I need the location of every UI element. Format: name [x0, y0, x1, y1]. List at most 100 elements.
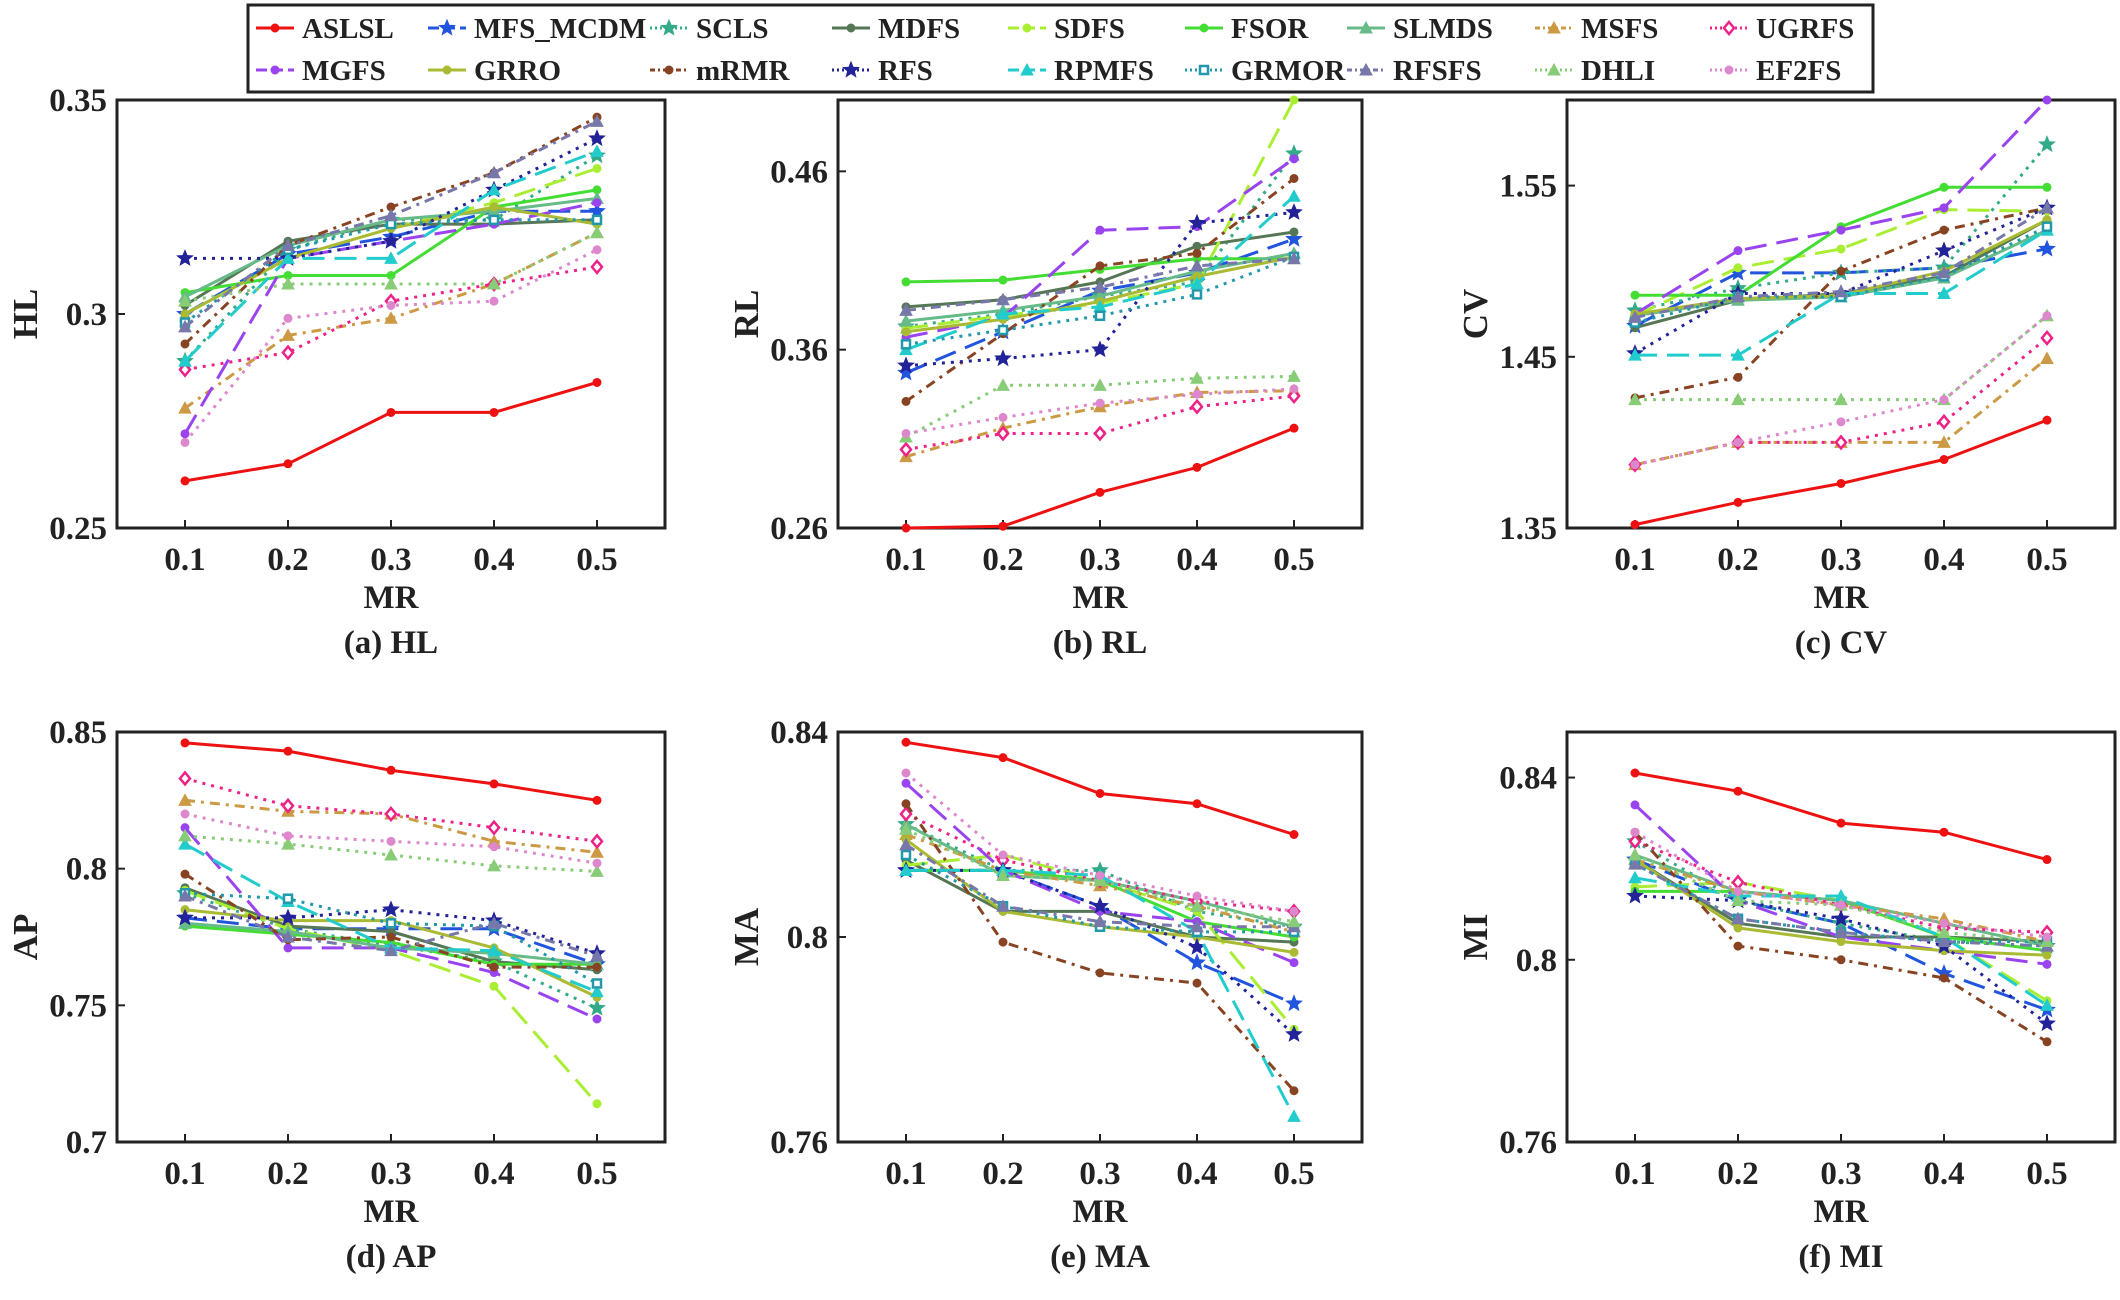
data-point [385, 218, 397, 230]
x-tick-label: 0.5 [1273, 542, 1314, 578]
data-point [1190, 899, 1204, 912]
data-point [489, 202, 499, 212]
data-point [180, 339, 190, 349]
data-point [996, 868, 1010, 881]
legend-label: MFS_MCDM [474, 13, 646, 45]
data-point [487, 858, 501, 872]
data-point [1937, 265, 1951, 279]
data-point [1190, 276, 1204, 290]
series-mrmr [901, 799, 1299, 1096]
data-point [1287, 369, 1301, 382]
y-tick-label: 0.46 [770, 154, 828, 190]
data-point [283, 459, 293, 469]
legend-label: GRMOR [1231, 55, 1346, 87]
series-line [1635, 314, 2048, 402]
data-point [899, 314, 913, 327]
chart-title: (b) RL [1053, 625, 1147, 661]
data-point [283, 313, 293, 323]
data-point [2042, 311, 2052, 321]
data-point [588, 998, 606, 1016]
data-point [592, 1014, 602, 1024]
legend-marker [1547, 20, 1561, 34]
data-point [1095, 398, 1105, 408]
data-point [2040, 200, 2054, 214]
legend-label: GRRO [474, 55, 561, 87]
series-line [1634, 830, 2048, 939]
series-rfsfs [178, 888, 604, 962]
x-axis-label: MR [1814, 1194, 1870, 1230]
series-aslsl [901, 423, 1299, 533]
data-point [489, 962, 499, 972]
data-point [1733, 372, 1743, 382]
data-point [1836, 955, 1846, 965]
data-point [283, 831, 293, 841]
y-tick-label: 0.25 [49, 511, 107, 547]
data-point [1093, 873, 1107, 887]
data-point [487, 276, 501, 290]
series-aslsl [1630, 768, 2052, 865]
data-point [897, 356, 915, 374]
chart-hl: 0.1 0.2 0.3 0.4 0.5 0.25 0.3 0.35 MR HL (a) HL [6, 83, 667, 661]
data-point [1939, 203, 1949, 213]
data-point [1289, 384, 1299, 394]
series-ugrfs [899, 388, 1301, 458]
series-line [1634, 862, 2048, 948]
data-point [1628, 870, 1642, 884]
legend-item-fsor: FSOR [1185, 13, 1309, 45]
series-line [1635, 228, 2048, 357]
data-point [1289, 95, 1299, 105]
legend: ASLSL MFS_MCDM SCLS MDFS SDFS FSOR SLMDS MSFS UG… [246, 3, 1875, 94]
data-point [384, 847, 398, 861]
data-point [1834, 434, 1848, 451]
legend-marker [1359, 20, 1373, 34]
data-point [590, 864, 604, 877]
x-tick-label: 0.3 [370, 542, 411, 578]
x-axis-label: MR [1073, 580, 1129, 616]
data-point [1630, 827, 1640, 837]
series-line [183, 248, 598, 444]
data-point [901, 523, 911, 533]
data-point [1188, 953, 1206, 971]
data-point [1836, 937, 1846, 947]
y-axis-label: MA [727, 907, 766, 966]
data-point [180, 437, 190, 447]
data-point [1630, 460, 1640, 470]
data-point [1192, 248, 1202, 258]
series-line [905, 374, 1295, 439]
legend-label: SCLS [696, 13, 769, 45]
data-point [1095, 968, 1105, 978]
legend-item-sdfs: SDFS [1008, 13, 1125, 45]
data-point [1287, 388, 1301, 404]
y-axis-label: HL [6, 289, 45, 340]
data-point [901, 768, 911, 778]
data-point [1935, 241, 1953, 259]
chart-mi: 0.1 0.2 0.3 0.4 0.5 0.76 0.8 0.84 MR MI (f) MI [1456, 730, 2117, 1275]
data-point [489, 981, 499, 991]
legend-label: SDFS [1054, 13, 1125, 45]
data-point [386, 407, 396, 417]
data-point [384, 276, 398, 290]
legend-label: RFS [878, 55, 933, 87]
data-point [1190, 919, 1204, 933]
data-point [1834, 284, 1848, 298]
legend-item-rfs: RFS [832, 55, 933, 87]
x-tick-label: 0.5 [2026, 1156, 2067, 1192]
x-tick-label: 0.4 [1923, 542, 1964, 578]
data-point [901, 277, 911, 287]
legend-item-dhli: DHLI [1535, 55, 1655, 87]
data-point [1733, 246, 1743, 256]
data-point [901, 428, 911, 438]
data-point [899, 806, 913, 822]
legend-item-rfsfs: RFSFS [1347, 55, 1482, 87]
x-tick-label: 0.5 [576, 1156, 617, 1192]
chart-title: (d) AP [346, 1239, 437, 1275]
series-line [905, 152, 1296, 328]
data-point [899, 441, 913, 458]
series-line [184, 381, 598, 483]
data-point [592, 198, 602, 208]
data-point [994, 349, 1012, 367]
legend-marker [846, 23, 856, 33]
data-point [592, 245, 602, 255]
data-point [590, 258, 604, 275]
